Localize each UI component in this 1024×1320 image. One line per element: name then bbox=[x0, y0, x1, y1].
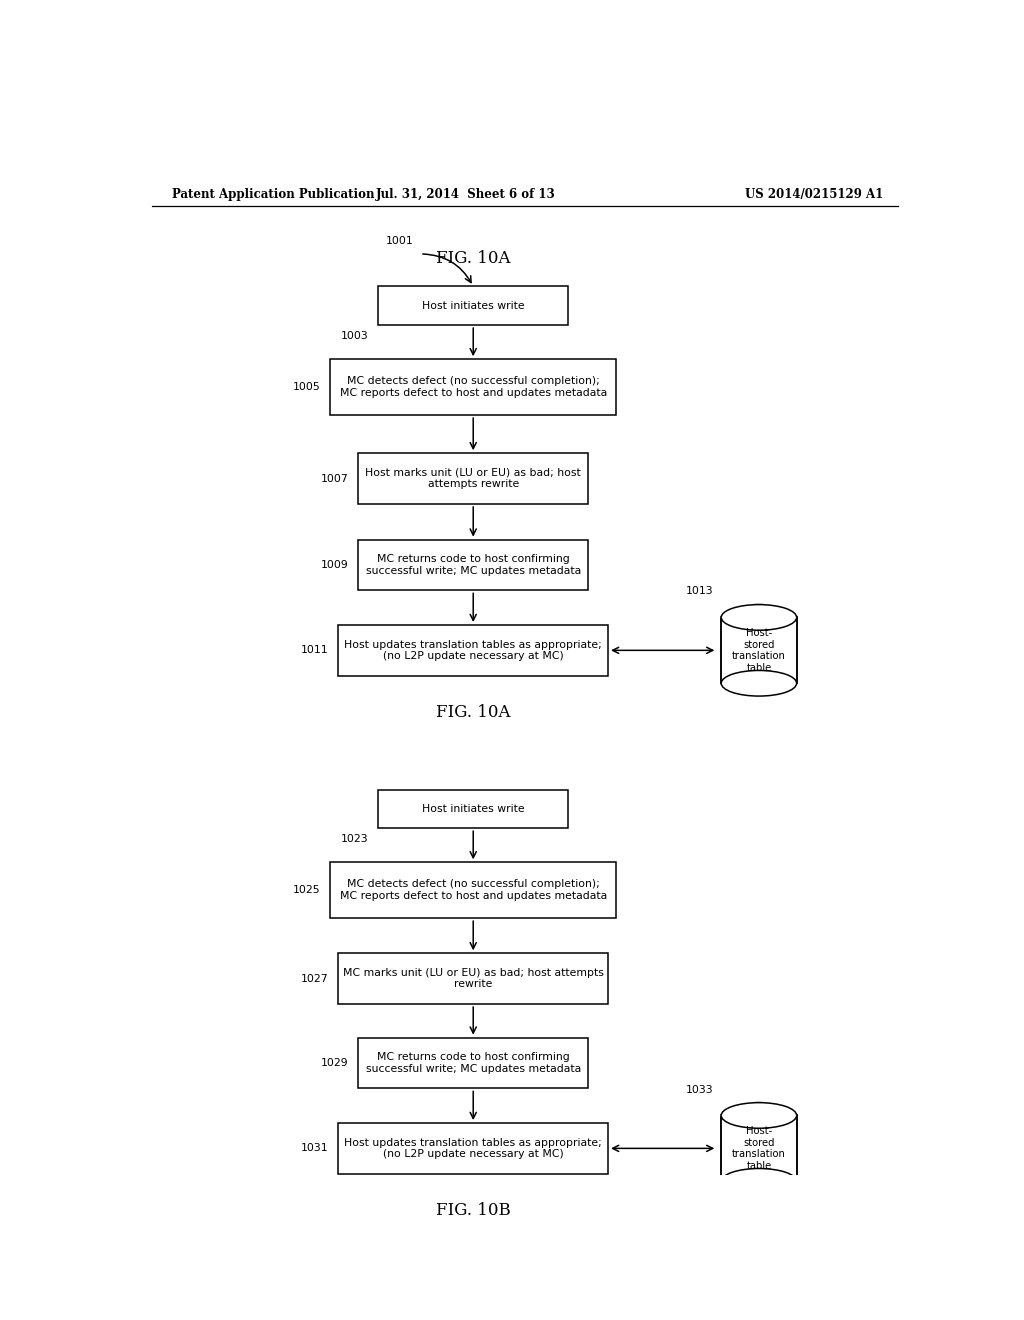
Text: FIG. 10B: FIG. 10B bbox=[436, 1203, 511, 1220]
FancyBboxPatch shape bbox=[331, 862, 616, 919]
Text: 1007: 1007 bbox=[321, 474, 348, 483]
Text: 1023: 1023 bbox=[341, 834, 369, 845]
Text: 1025: 1025 bbox=[293, 886, 321, 895]
Bar bbox=[721, 1115, 797, 1181]
Text: 1029: 1029 bbox=[321, 1059, 348, 1068]
Text: Host initiates write: Host initiates write bbox=[422, 301, 524, 310]
Text: Host marks unit (LU or EU) as bad; host
attempts rewrite: Host marks unit (LU or EU) as bad; host … bbox=[366, 467, 581, 490]
Text: 1003: 1003 bbox=[341, 331, 369, 341]
Text: 1033: 1033 bbox=[686, 1085, 714, 1094]
Text: MC marks unit (LU or EU) as bad; host attempts
rewrite: MC marks unit (LU or EU) as bad; host at… bbox=[343, 968, 604, 990]
Text: MC returns code to host confirming
successful write; MC updates metadata: MC returns code to host confirming succe… bbox=[366, 554, 581, 576]
Text: MC detects defect (no successful completion);
MC reports defect to host and upda: MC detects defect (no successful complet… bbox=[340, 376, 607, 397]
Text: 1027: 1027 bbox=[301, 974, 329, 983]
Text: US 2014/0215129 A1: US 2014/0215129 A1 bbox=[745, 189, 884, 202]
FancyBboxPatch shape bbox=[358, 1038, 588, 1089]
Ellipse shape bbox=[721, 1102, 797, 1129]
Text: 1011: 1011 bbox=[301, 645, 329, 655]
FancyBboxPatch shape bbox=[338, 953, 608, 1005]
Bar bbox=[721, 603, 798, 619]
Ellipse shape bbox=[721, 1168, 797, 1195]
Bar bbox=[721, 618, 797, 684]
Text: 1009: 1009 bbox=[321, 560, 348, 570]
Text: FIG. 10A: FIG. 10A bbox=[436, 249, 511, 267]
FancyBboxPatch shape bbox=[331, 359, 616, 414]
FancyBboxPatch shape bbox=[378, 286, 568, 325]
FancyBboxPatch shape bbox=[338, 1123, 608, 1173]
FancyBboxPatch shape bbox=[378, 789, 568, 828]
Text: Host initiates write: Host initiates write bbox=[422, 804, 524, 814]
Text: Host-
stored
translation
table: Host- stored translation table bbox=[732, 1126, 785, 1171]
FancyBboxPatch shape bbox=[358, 540, 588, 590]
Ellipse shape bbox=[721, 605, 797, 630]
Text: MC returns code to host confirming
successful write; MC updates metadata: MC returns code to host confirming succe… bbox=[366, 1052, 581, 1073]
Text: MC detects defect (no successful completion);
MC reports defect to host and upda: MC detects defect (no successful complet… bbox=[340, 879, 607, 902]
Ellipse shape bbox=[721, 671, 797, 696]
Text: 1005: 1005 bbox=[293, 381, 321, 392]
Text: Host-
stored
translation
table: Host- stored translation table bbox=[732, 628, 785, 673]
FancyBboxPatch shape bbox=[358, 453, 588, 504]
Text: Jul. 31, 2014  Sheet 6 of 13: Jul. 31, 2014 Sheet 6 of 13 bbox=[376, 189, 555, 202]
Text: FIG. 10A: FIG. 10A bbox=[436, 704, 511, 721]
FancyBboxPatch shape bbox=[338, 624, 608, 676]
Text: 1001: 1001 bbox=[386, 236, 414, 246]
Text: Patent Application Publication: Patent Application Publication bbox=[172, 189, 374, 202]
Text: Host updates translation tables as appropriate;
(no L2P update necessary at MC): Host updates translation tables as appro… bbox=[344, 1138, 602, 1159]
Text: 1031: 1031 bbox=[301, 1143, 329, 1154]
Text: 1013: 1013 bbox=[686, 586, 714, 597]
Text: Host updates translation tables as appropriate;
(no L2P update necessary at MC): Host updates translation tables as appro… bbox=[344, 639, 602, 661]
Bar bbox=[721, 1102, 798, 1117]
